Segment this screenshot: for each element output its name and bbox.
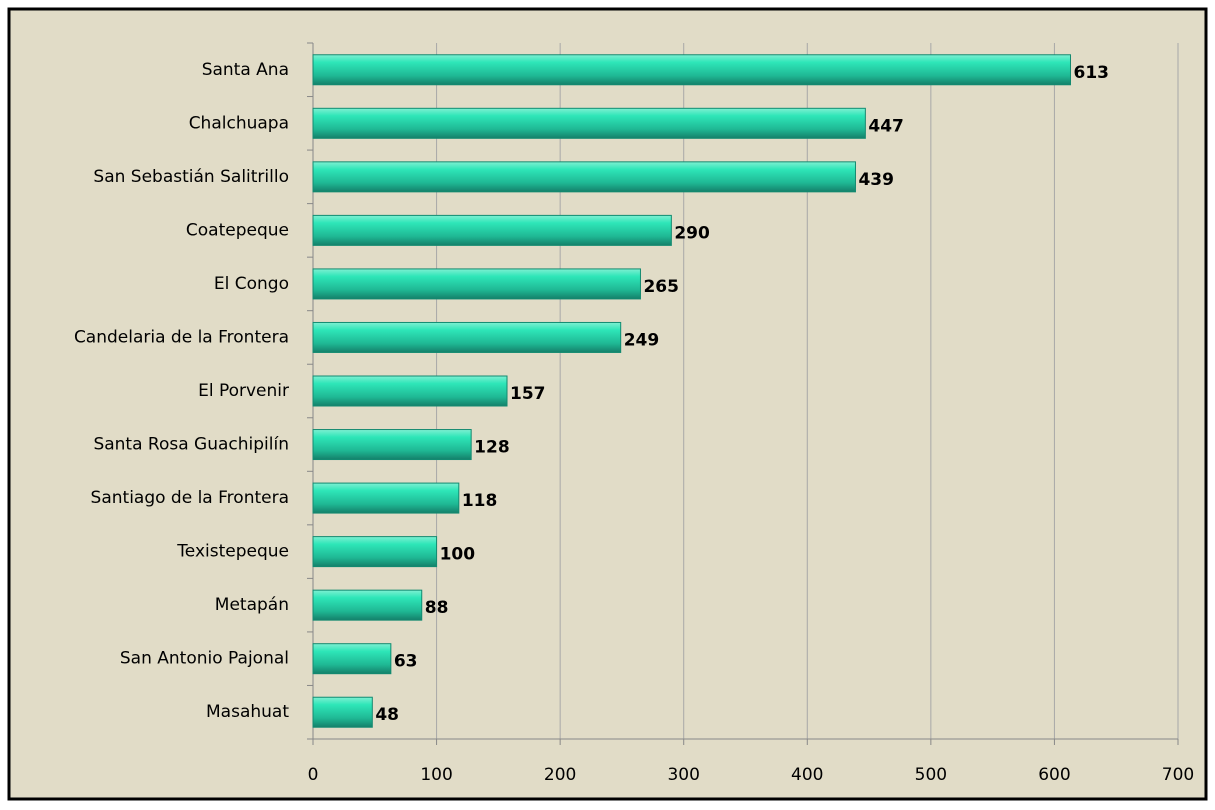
x-tick-label: 600 (1038, 765, 1070, 785)
value-label: 265 (643, 277, 679, 297)
y-tick-label: Texistepeque (176, 542, 289, 562)
y-tick-label: El Porvenir (198, 381, 289, 401)
y-tick-label: Santa Rosa Guachipilín (93, 435, 289, 455)
y-tick-label: El Congo (214, 274, 289, 294)
value-label: 613 (1073, 63, 1109, 83)
x-tick-label: 0 (308, 765, 319, 785)
bar (312, 643, 392, 675)
value-label: 249 (624, 330, 660, 350)
frame (7, 7, 1208, 801)
value-label: 118 (462, 491, 498, 511)
value-label: 100 (440, 545, 476, 565)
x-tick-label: 700 (1162, 765, 1194, 785)
y-tick-label: Metapán (215, 595, 289, 615)
bar (312, 696, 373, 728)
x-tick-label: 400 (791, 765, 823, 785)
y-tick-label: Candelaria de la Frontera (74, 327, 289, 347)
value-label: 439 (858, 170, 894, 190)
bar (312, 429, 472, 461)
bar (312, 54, 1071, 86)
bar (312, 321, 622, 353)
x-tick-label: 100 (420, 765, 452, 785)
value-label: 88 (425, 598, 449, 618)
x-tick-label: 500 (915, 765, 947, 785)
bar (312, 589, 423, 621)
bar (312, 107, 866, 139)
bar (312, 536, 438, 568)
y-tick-label: Chalchuapa (189, 113, 289, 133)
value-label: 128 (474, 438, 510, 458)
x-tick-label: 300 (667, 765, 699, 785)
value-label: 157 (510, 384, 546, 404)
value-label: 48 (375, 705, 399, 725)
y-tick-label: Santa Ana (202, 60, 289, 80)
value-label: 290 (674, 223, 710, 243)
y-tick-label: Santiago de la Frontera (91, 488, 289, 508)
bar (312, 268, 641, 300)
bar (312, 161, 856, 193)
x-tick-label: 200 (544, 765, 576, 785)
value-label: 63 (394, 652, 418, 672)
bar (312, 214, 672, 246)
y-tick-label: San Antonio Pajonal (120, 649, 289, 669)
y-tick-label: San Sebastián Salitrillo (93, 167, 289, 187)
y-tick-label: Coatepeque (186, 220, 289, 240)
bar (312, 482, 460, 514)
bar (312, 375, 508, 407)
value-label: 447 (868, 116, 904, 136)
y-tick-label: Masahuat (206, 702, 289, 722)
